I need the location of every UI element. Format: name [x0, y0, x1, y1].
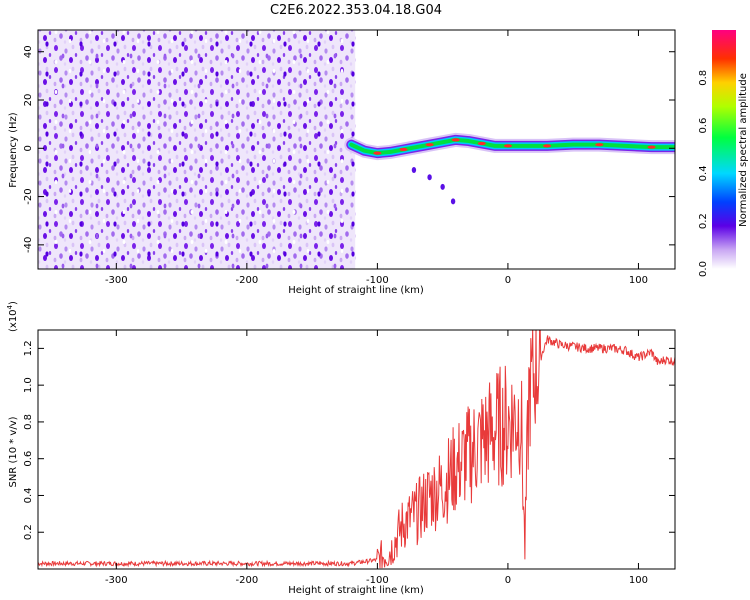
colorbar-tick-label: 0.4	[698, 165, 709, 181]
bottom-x-tick-label: -300	[105, 575, 128, 586]
top-x-tick-label: 0	[505, 275, 511, 286]
colorbar-tick-label: 0.6	[698, 118, 709, 134]
colorbar-tick-label: 0.0	[698, 261, 709, 277]
bottom-y-tick-label: 1.0	[23, 377, 34, 393]
trace-peak	[373, 151, 382, 155]
bottom-x-ticks: -300 -200 -100 0 100	[105, 330, 648, 586]
top-y-ticks: -40 -20 0 20 40	[23, 45, 675, 253]
bottom-y-tick-label: 0.8	[23, 414, 34, 430]
signal-trace	[344, 132, 675, 161]
secondary-trace-point	[411, 167, 417, 174]
snr-series-line	[38, 330, 675, 569]
y-multiplier: (x104)	[6, 301, 19, 332]
top-y-axis-label: Frequency (Hz)	[8, 112, 19, 188]
bottom-y-tick-label: 0.4	[23, 488, 34, 504]
y-multiplier-exponent: 4	[6, 304, 14, 309]
top-y-tick-label: -20	[23, 188, 34, 204]
secondary-trace-point	[450, 198, 456, 205]
y-multiplier-suffix: )	[8, 301, 19, 305]
secondary-trace-point	[440, 183, 445, 190]
bottom-y-tick-label: 0.6	[23, 451, 34, 467]
top-x-tick-label: -300	[105, 275, 128, 286]
trace-peak	[595, 143, 604, 147]
trace-peak	[425, 143, 434, 147]
trace-peak	[451, 138, 460, 142]
bottom-y-ticks: 0.2 0.4 0.6 0.8 1.0 1.2	[23, 340, 675, 540]
y-multiplier-base: (x10	[8, 309, 19, 332]
top-x-ticks: -300 -200 -100 0 100	[105, 30, 648, 286]
top-y-tick-label: 20	[23, 94, 34, 107]
bottom-y-tick-label: 1.2	[23, 340, 34, 356]
figure-title: C2E6.2022.353.04.18.G04	[270, 3, 442, 18]
bottom-x-tick-label: -100	[366, 575, 389, 586]
secondary-trace-point	[427, 174, 432, 181]
bottom-x-axis-label: Height of straight line (km)	[288, 585, 424, 596]
trace-peak	[399, 147, 408, 152]
secondary-trace	[411, 167, 456, 205]
svg-text:(x104): (x104)	[6, 301, 19, 332]
trace-peak	[647, 145, 656, 149]
noise-region-overlay	[38, 30, 356, 269]
trace-peak	[503, 144, 512, 148]
bottom-x-tick-label: 100	[629, 575, 648, 586]
top-y-tick-label: 40	[23, 45, 34, 58]
bottom-x-tick-label: -200	[236, 575, 259, 586]
top-x-axis-label: Height of straight line (km)	[288, 285, 424, 296]
bottom-y-axis-label: SNR (10 * v/v)	[8, 416, 19, 487]
top-x-tick-label: -100	[366, 275, 389, 286]
snr-panel: -300 -200 -100 0 100 0.2 0.4 0.6 0.8 1.0 1.2 Heig…	[6, 301, 676, 596]
top-x-tick-label: 100	[629, 275, 648, 286]
colorbar-label: Normalized spectral amplitude	[738, 73, 749, 227]
top-y-tick-label: 0	[23, 145, 34, 151]
top-y-tick-label: -40	[23, 237, 34, 253]
trace-peak	[477, 141, 486, 146]
top-x-tick-label: -200	[236, 275, 259, 286]
colorbar: 0.0 0.2 0.4 0.6 0.8 Normalized spectral ampl…	[698, 30, 749, 277]
colorbar-tick-label: 0.8	[698, 70, 709, 86]
snr-frame	[37, 329, 676, 570]
trace-peak	[543, 144, 552, 148]
trace-core	[349, 137, 675, 156]
bottom-y-tick-label: 0.2	[23, 524, 34, 540]
colorbar-tick-label: 0.2	[698, 213, 709, 229]
spectrogram-frame	[37, 29, 676, 270]
bottom-x-tick-label: 0	[505, 575, 511, 586]
colorbar-gradient	[712, 30, 736, 269]
colorbar-ticks: 0.0 0.2 0.4 0.6 0.8	[698, 70, 709, 277]
